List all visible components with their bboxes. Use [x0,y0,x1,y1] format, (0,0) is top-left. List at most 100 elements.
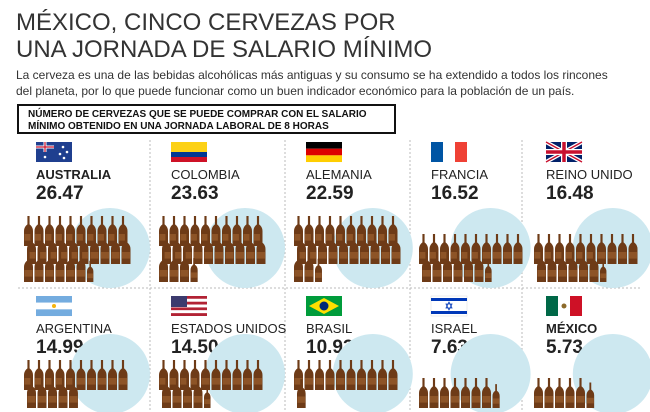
bottle-label [45,234,54,241]
bottle-label [121,252,131,259]
flag [36,142,72,162]
bottle-label [243,234,252,241]
bottle-label [111,252,120,259]
bottle-label [169,270,179,277]
bottle-label [162,252,171,259]
bottle-group [533,234,638,282]
bottle-label [34,270,44,277]
legend-title: MÍNIMO OBTENIDO EN UNA JORNADA LABORAL D… [28,119,329,132]
bottle-label [211,378,221,385]
flag [431,311,467,314]
bottle-label [76,270,86,277]
bottle-label [537,270,546,277]
bottle [565,378,575,408]
category-label: ARGENTINA [36,321,112,336]
bottle-label [58,252,68,259]
bottle-group [24,360,128,408]
bottle-label [391,252,401,259]
bottle-label [45,270,54,277]
category-label: FRANCIA [431,167,488,182]
bottle-label [453,270,463,277]
bottle-label [55,270,65,277]
bottle-label [100,252,110,259]
bottle-label [76,378,86,385]
bottle-label [544,396,554,403]
bottle-label [108,378,117,385]
flag [546,296,558,316]
category-label: ESTADOS UNIDOS [171,321,287,336]
bottle-label [346,378,356,385]
bottle-label [367,378,377,385]
category-label: REINO UNIDO [546,167,633,182]
flag [306,296,342,316]
bottle-label [315,378,324,385]
bottle-group [294,360,398,408]
bottle-label [346,234,356,241]
bottle-label [474,270,484,277]
bottle-label [180,378,189,385]
bottle-label [378,234,387,241]
bottle-label [597,252,606,259]
bottle-label [325,378,335,385]
bottle-label [482,252,491,259]
category-label: MÉXICO [546,321,597,336]
bottle-label [315,234,324,241]
flag [545,140,583,164]
flag [171,152,207,157]
bottle-label [555,396,564,403]
bottle-label [66,270,75,277]
bottle-label [461,252,470,259]
bottle-label [87,234,96,241]
flag [306,142,342,149]
flag [171,296,207,316]
bottle-label [450,252,460,259]
bottle-label [565,396,575,403]
bottle-label [66,378,75,385]
bottle-label [336,234,345,241]
bottle-label [370,252,380,259]
bottle-label [55,378,65,385]
bottle [304,360,314,390]
bottle-label [246,252,255,259]
title: MÉXICO, CINCO CERVEZAS POR [16,9,396,36]
bottle-label [419,396,428,403]
bottle-label [297,252,306,259]
bottle [429,378,439,408]
bottle-label [294,270,303,277]
flag [455,142,467,162]
bottle-label [618,252,627,259]
bottle-label [58,396,68,403]
bottle-label [432,270,442,277]
flag [171,298,207,302]
bottle-label [108,234,117,241]
flag [171,157,207,162]
value-label: 23.63 [171,183,219,204]
bottle [544,378,554,408]
value-label: 22.59 [306,183,354,204]
bottle-label [90,252,99,259]
bottle-label [429,252,439,259]
flag [546,142,582,162]
bottle-label [294,234,303,241]
bottle-label [339,252,348,259]
bottle-label [193,252,203,259]
flag [431,298,467,301]
bottle [325,360,335,390]
bottle-label [222,378,231,385]
bottle-label [422,270,431,277]
bottle-label [534,252,543,259]
flag [306,148,342,156]
value-label: 16.52 [431,183,479,204]
flag [445,301,453,311]
bottle-label [586,252,596,259]
bottle-label [45,378,54,385]
bottle [554,378,564,408]
bottle-label [183,252,192,259]
bottle-label [367,234,377,241]
flag [171,142,207,152]
bottle-label [232,378,242,385]
bottle-label [204,399,211,405]
bottle-label [586,397,594,404]
bottle-label [440,396,449,403]
flag [65,150,69,154]
